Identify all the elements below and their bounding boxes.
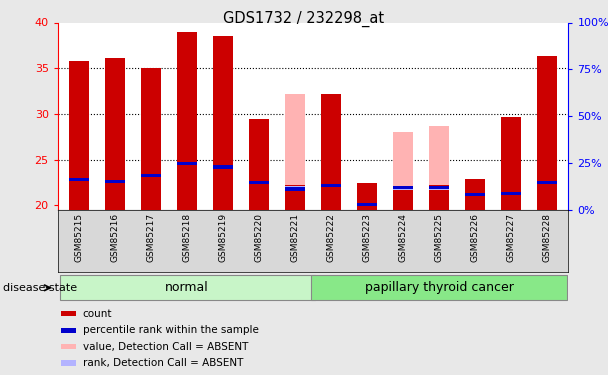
Bar	[465, 193, 485, 196]
Bar	[311, 275, 567, 300]
Text: GSM85228: GSM85228	[542, 213, 551, 262]
Text: percentile rank within the sample: percentile rank within the sample	[83, 325, 258, 335]
Bar	[501, 117, 521, 210]
Bar	[285, 188, 305, 190]
Text: GSM85226: GSM85226	[471, 213, 480, 262]
Text: GSM85215: GSM85215	[75, 213, 84, 262]
Bar	[537, 56, 557, 210]
Text: normal: normal	[165, 281, 209, 294]
Text: value, Detection Call = ABSENT: value, Detection Call = ABSENT	[83, 342, 248, 352]
Text: GSM85219: GSM85219	[219, 213, 228, 262]
Bar	[393, 132, 413, 210]
Bar	[178, 32, 197, 210]
Text: GSM85222: GSM85222	[326, 213, 336, 262]
Bar	[465, 179, 485, 210]
Bar	[213, 165, 233, 169]
Text: GSM85218: GSM85218	[183, 213, 192, 262]
Bar	[61, 328, 75, 333]
Text: rank, Detection Call = ABSENT: rank, Detection Call = ABSENT	[83, 358, 243, 368]
Text: GSM85217: GSM85217	[147, 213, 156, 262]
Bar	[178, 162, 197, 165]
Text: GSM85223: GSM85223	[362, 213, 371, 262]
Text: count: count	[83, 309, 112, 319]
Bar	[393, 187, 413, 210]
Bar	[213, 36, 233, 210]
Bar	[429, 186, 449, 189]
Text: GSM85227: GSM85227	[506, 213, 516, 262]
Bar	[60, 275, 315, 300]
Bar	[429, 126, 449, 210]
Bar	[69, 61, 89, 210]
Bar	[393, 186, 413, 189]
Bar	[321, 184, 341, 187]
Bar	[285, 94, 305, 210]
Bar	[105, 180, 125, 183]
Text: GDS1732 / 232298_at: GDS1732 / 232298_at	[223, 11, 385, 27]
Bar	[61, 360, 75, 366]
Bar	[142, 174, 161, 177]
Bar	[61, 344, 75, 349]
Text: GSM85221: GSM85221	[291, 213, 300, 262]
Bar	[357, 183, 377, 210]
Bar	[501, 192, 521, 195]
Bar	[429, 185, 449, 210]
Text: GSM85224: GSM85224	[398, 213, 407, 262]
Text: GSM85225: GSM85225	[435, 213, 443, 262]
Bar	[142, 68, 161, 210]
Bar	[393, 186, 413, 190]
Bar	[321, 94, 341, 210]
Bar	[61, 311, 75, 316]
Bar	[105, 58, 125, 210]
Bar	[285, 185, 305, 210]
Bar	[537, 181, 557, 184]
Bar	[429, 186, 449, 190]
Text: disease state: disease state	[3, 283, 77, 293]
Bar	[249, 181, 269, 184]
Bar	[285, 186, 305, 190]
Bar	[249, 120, 269, 210]
Bar	[357, 203, 377, 206]
Bar	[69, 178, 89, 182]
Text: GSM85216: GSM85216	[111, 213, 120, 262]
Text: papillary thyroid cancer: papillary thyroid cancer	[365, 281, 513, 294]
Text: GSM85220: GSM85220	[255, 213, 264, 262]
